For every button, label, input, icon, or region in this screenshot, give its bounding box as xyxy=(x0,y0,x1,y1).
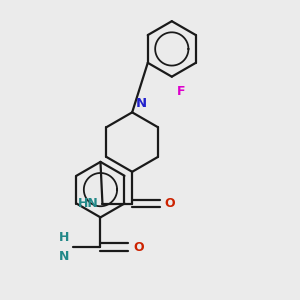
Text: F: F xyxy=(177,85,185,98)
Text: N: N xyxy=(136,98,147,110)
Text: H: H xyxy=(58,231,69,244)
Text: O: O xyxy=(133,241,144,254)
Text: O: O xyxy=(165,197,175,210)
Text: N: N xyxy=(58,250,69,263)
Text: HN: HN xyxy=(78,197,98,210)
